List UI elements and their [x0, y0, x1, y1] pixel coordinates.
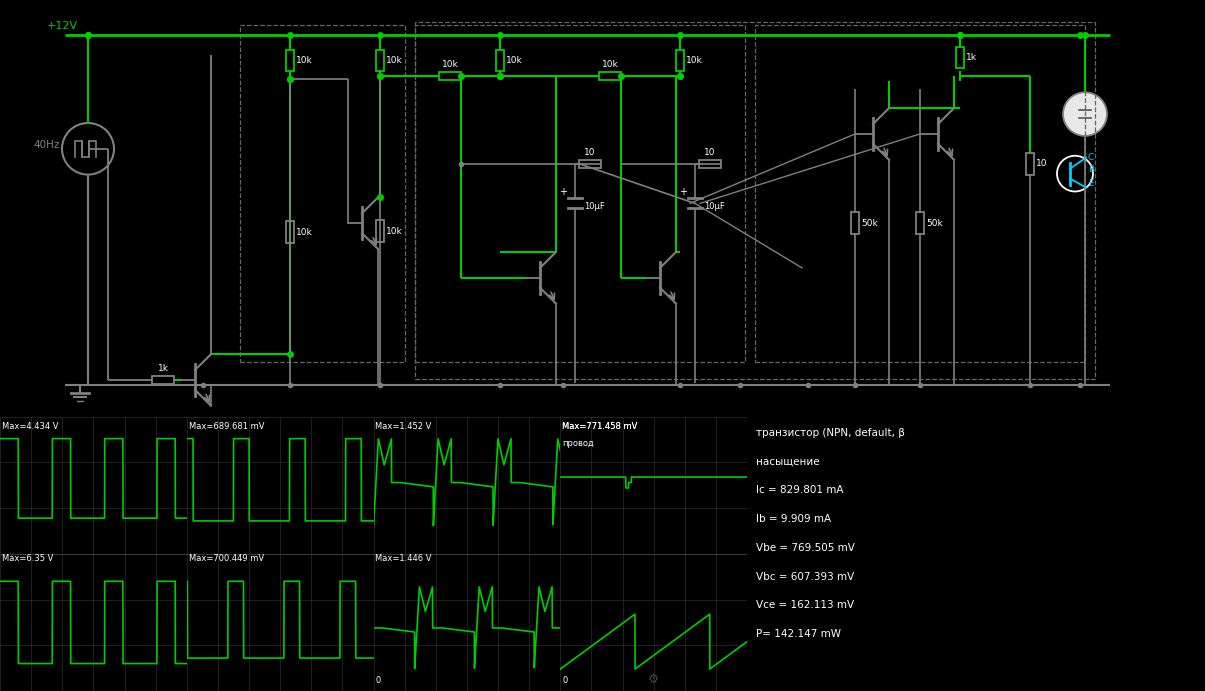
Text: 10μF: 10μF: [584, 202, 605, 211]
Bar: [286, 221, 294, 243]
Text: 10k: 10k: [296, 227, 313, 236]
Text: 0: 0: [376, 676, 381, 685]
Text: 10k: 10k: [386, 227, 402, 236]
Bar: [376, 50, 384, 71]
Text: 10k: 10k: [296, 56, 313, 65]
Text: Max=1.452 V: Max=1.452 V: [376, 422, 431, 431]
Text: 10μF: 10μF: [704, 202, 724, 211]
Text: Max=4.434 V: Max=4.434 V: [2, 422, 58, 431]
Text: B: B: [1088, 164, 1094, 173]
Text: Max=771.458 mV: Max=771.458 mV: [563, 422, 637, 431]
Text: 10k: 10k: [441, 60, 458, 70]
Bar: [1025, 153, 1034, 175]
Bar: [699, 160, 721, 168]
Bar: [578, 160, 601, 168]
Text: C: C: [1088, 153, 1094, 162]
Text: 10k: 10k: [386, 56, 402, 65]
Bar: [240, 25, 405, 362]
Text: 10: 10: [704, 148, 716, 157]
Text: Max=689.681 mV: Max=689.681 mV: [189, 422, 264, 431]
Text: 1k: 1k: [158, 364, 169, 373]
Text: +: +: [678, 187, 687, 198]
Text: ⚙: ⚙: [648, 673, 659, 685]
Bar: [676, 50, 684, 71]
Text: Max=6.35 V: Max=6.35 V: [2, 554, 53, 563]
Text: Vce = 162.113 mV: Vce = 162.113 mV: [757, 600, 854, 610]
Text: 1k: 1k: [966, 53, 977, 62]
Bar: [152, 376, 174, 384]
Text: 10k: 10k: [601, 60, 618, 70]
Text: 50k: 50k: [925, 219, 942, 228]
Text: 10k: 10k: [506, 56, 523, 65]
Text: 0: 0: [563, 676, 568, 685]
Bar: [599, 73, 621, 80]
Text: 40Hz: 40Hz: [34, 140, 60, 150]
Bar: [916, 212, 924, 234]
Text: 10k: 10k: [686, 56, 703, 65]
Text: 10: 10: [1036, 159, 1047, 168]
Text: провод: провод: [563, 439, 594, 448]
Text: насыщение: насыщение: [757, 457, 819, 466]
Bar: [286, 50, 294, 71]
Text: Max=1.446 V: Max=1.446 V: [376, 554, 431, 563]
Bar: [956, 46, 964, 68]
Bar: [851, 212, 859, 234]
Bar: [439, 73, 462, 80]
Text: Ib = 9.909 mA: Ib = 9.909 mA: [757, 514, 831, 524]
Text: P= 142.147 mW: P= 142.147 mW: [757, 630, 841, 639]
Text: Vbc = 607.393 mV: Vbc = 607.393 mV: [757, 571, 854, 582]
Text: 50k: 50k: [862, 219, 877, 228]
Text: Max=700.449 mV: Max=700.449 mV: [189, 554, 264, 563]
Text: транзистор (NPN, default, β: транзистор (NPN, default, β: [757, 428, 905, 437]
Text: 10: 10: [584, 148, 595, 157]
Text: +: +: [559, 187, 568, 198]
Bar: [496, 50, 504, 71]
Text: Max=771.458 mV: Max=771.458 mV: [563, 422, 637, 431]
Circle shape: [1063, 93, 1107, 136]
Text: Vbe = 769.505 mV: Vbe = 769.505 mV: [757, 543, 856, 553]
Bar: [415, 25, 745, 362]
Text: Ic = 829.801 mA: Ic = 829.801 mA: [757, 485, 844, 495]
Bar: [756, 25, 1084, 362]
Text: E: E: [1088, 178, 1094, 187]
Bar: [415, 22, 1095, 379]
Bar: [376, 220, 384, 242]
Text: +12V: +12V: [47, 21, 78, 31]
